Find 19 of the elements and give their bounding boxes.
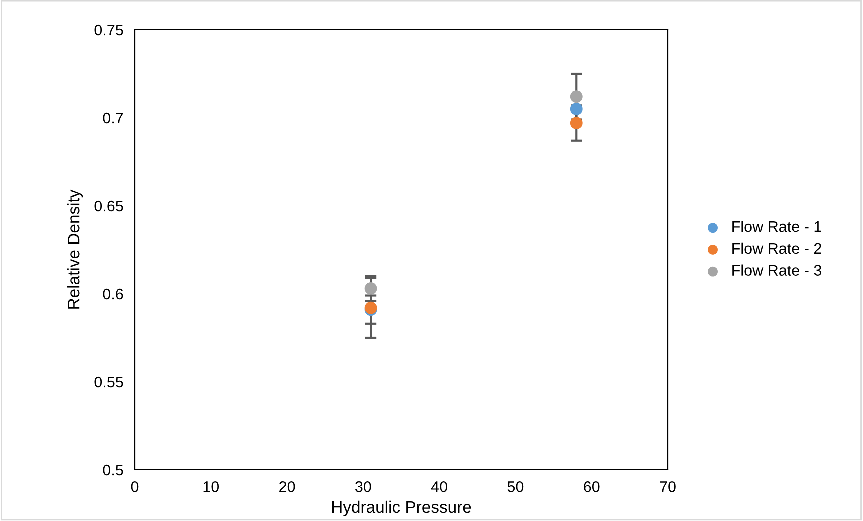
- x-tick-label: 50: [508, 482, 524, 492]
- legend-label: Flow Rate - 1: [732, 221, 822, 232]
- x-axis-title: Hydraulic Pressure: [332, 500, 472, 516]
- x-tick-label: 10: [204, 482, 220, 492]
- legend-label: Flow Rate - 2: [732, 242, 822, 254]
- y-tick-label: 0.75: [94, 24, 124, 36]
- y-tick-label: 0.55: [94, 376, 124, 388]
- x-tick-label: 20: [280, 482, 296, 492]
- x-tick-label: 30: [356, 482, 372, 492]
- y-tick-label: 0.6: [103, 288, 124, 300]
- x-tick-label: 60: [584, 482, 600, 492]
- y-tick-label: 0.7: [103, 112, 124, 124]
- x-tick-label: 0: [131, 482, 139, 492]
- y-axis-title: Relative Density: [68, 190, 84, 309]
- x-tick-label: 40: [431, 482, 448, 492]
- x-tick-label: 70: [660, 482, 676, 492]
- legend-label: Flow Rate - 3: [732, 264, 822, 276]
- y-tick-label: 0.65: [94, 200, 124, 212]
- y-tick-label: 0.5: [103, 464, 124, 476]
